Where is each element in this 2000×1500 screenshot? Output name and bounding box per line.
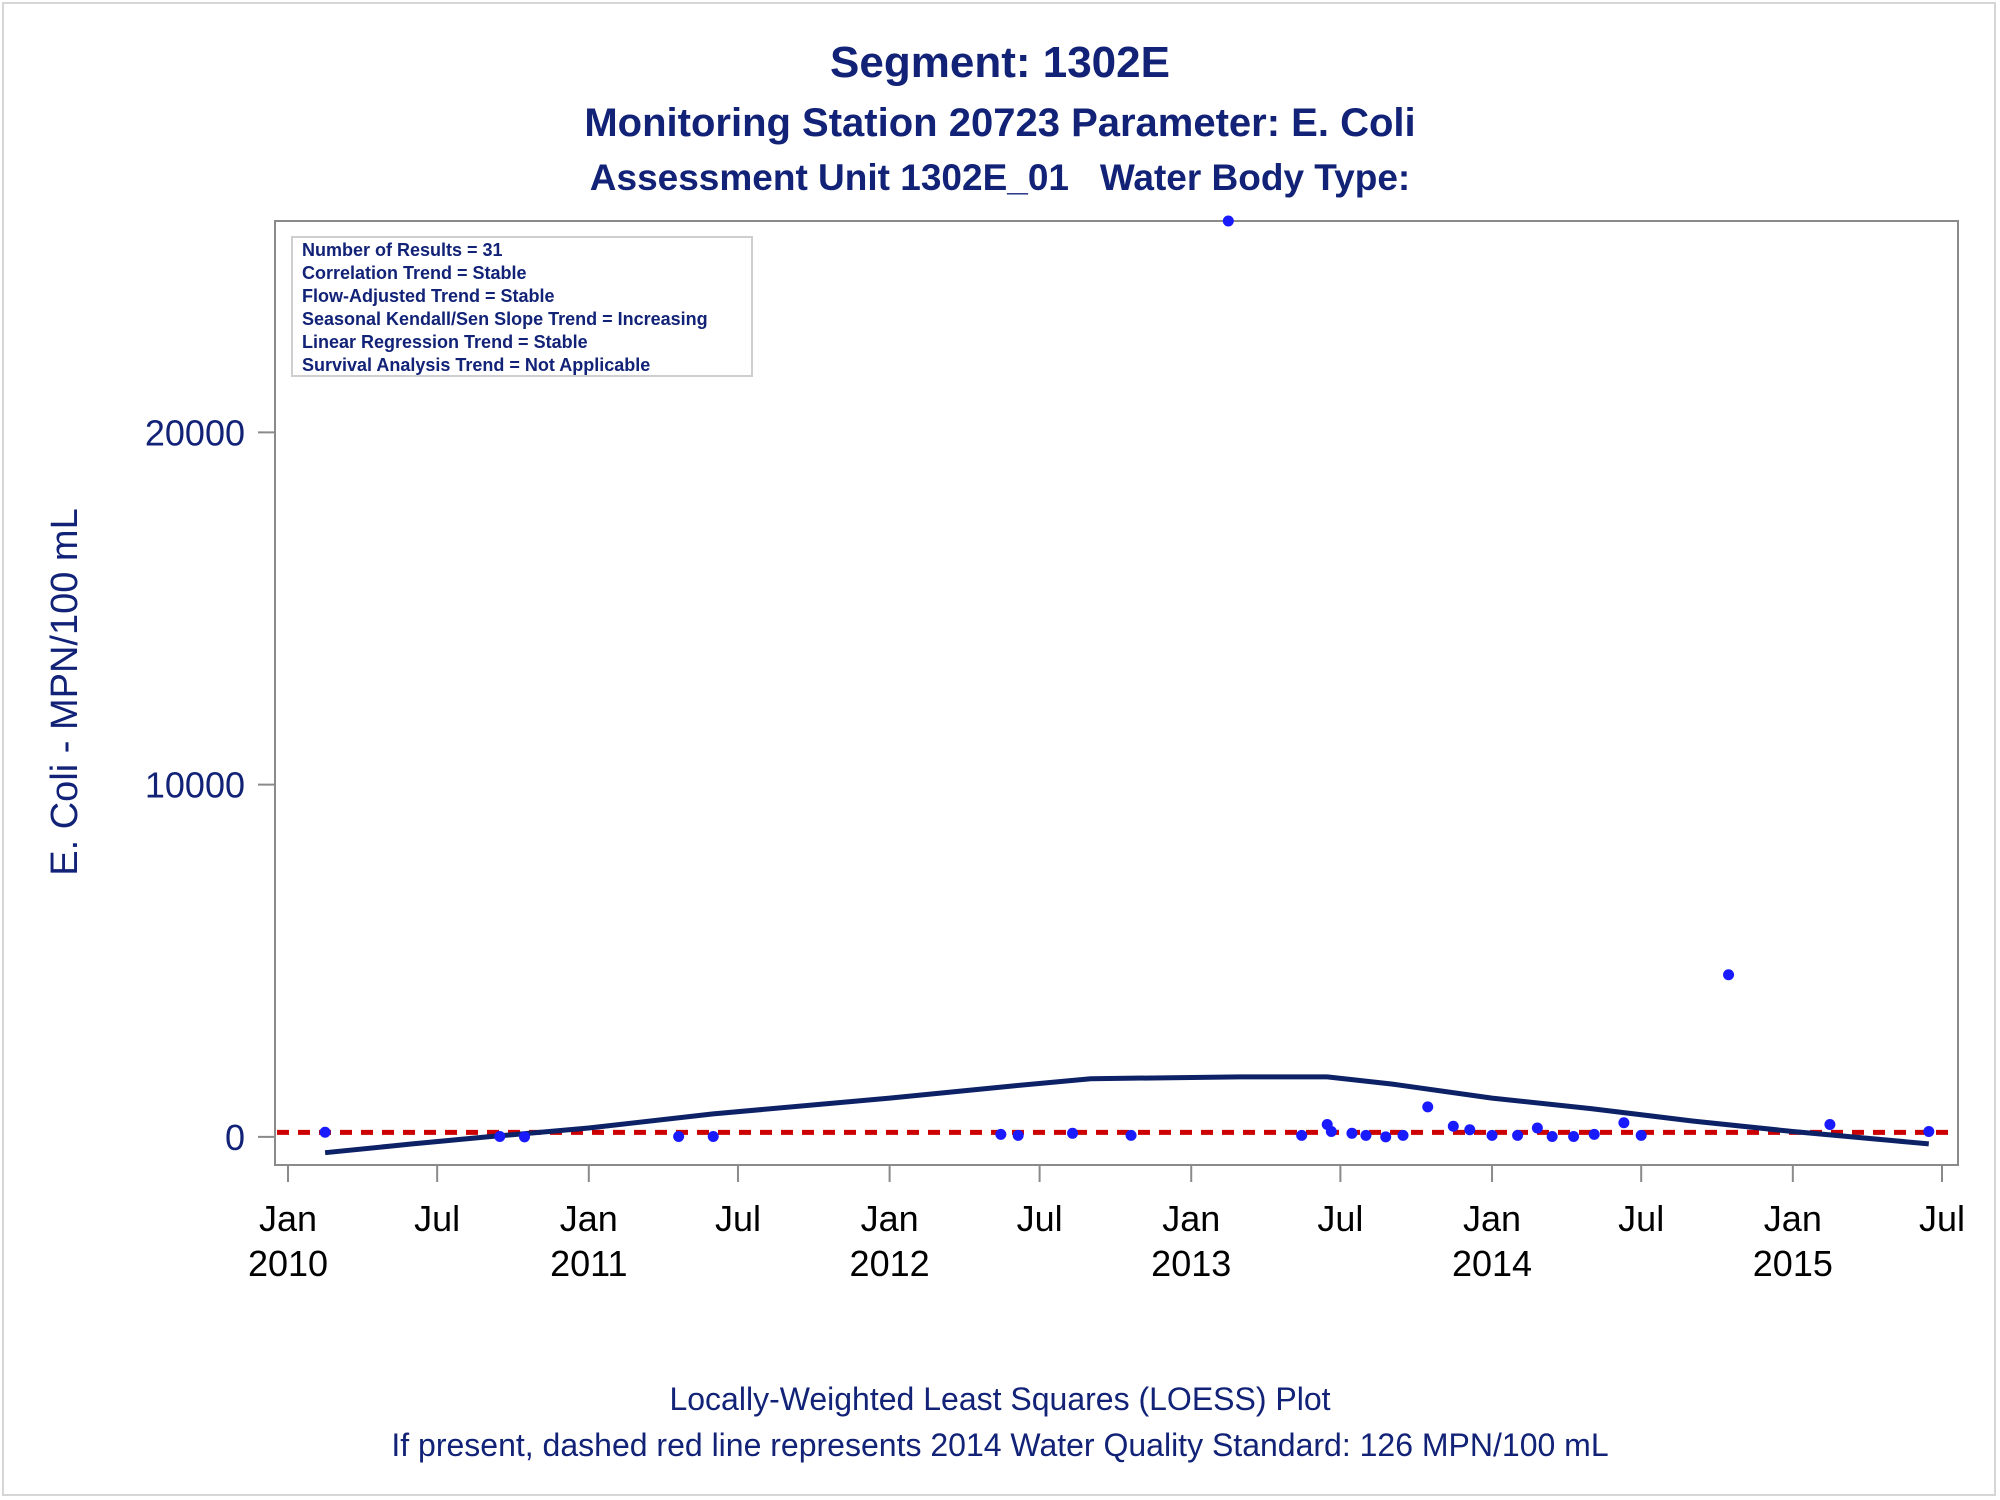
data-point [1588, 1128, 1600, 1140]
data-point [1222, 215, 1234, 227]
footnote-2: If present, dashed red line represents 2… [391, 1427, 1609, 1463]
data-point [1397, 1129, 1409, 1141]
data-point [1346, 1127, 1358, 1139]
data-point [1531, 1122, 1543, 1134]
data-point [1380, 1131, 1392, 1143]
x-tick-year-label: 2014 [1452, 1243, 1532, 1284]
data-point [1360, 1129, 1372, 1141]
data-point [1723, 969, 1735, 981]
legend-line: Correlation Trend = Stable [302, 263, 527, 283]
data-point [1824, 1118, 1836, 1130]
data-point [1512, 1129, 1524, 1141]
x-tick-year-label: 2011 [550, 1243, 627, 1284]
data-point [1635, 1129, 1647, 1141]
footnote-1: Locally-Weighted Least Squares (LOESS) P… [669, 1381, 1331, 1417]
x-tick-label: Jan [1764, 1198, 1822, 1239]
data-point [1447, 1120, 1459, 1132]
data-point [1125, 1129, 1137, 1141]
x-tick-label: Jul [1618, 1198, 1664, 1239]
x-tick-label: Jul [414, 1198, 460, 1239]
x-tick-label: Jul [715, 1198, 761, 1239]
data-point [1568, 1130, 1580, 1142]
legend-line: Survival Analysis Trend = Not Applicable [302, 355, 651, 375]
x-tick-label: Jul [1919, 1198, 1965, 1239]
data-point [1546, 1130, 1558, 1142]
data-point [494, 1130, 506, 1142]
x-tick-label: Jan [259, 1198, 317, 1239]
y-tick-label: 20000 [145, 412, 245, 453]
data-point [673, 1130, 685, 1142]
x-tick-label: Jan [560, 1198, 618, 1239]
legend-line: Flow-Adjusted Trend = Stable [302, 286, 555, 306]
x-tick-year-label: 2010 [248, 1243, 328, 1284]
trend-legend: Number of Results = 31 Correlation Trend… [291, 236, 753, 377]
y-tick-label: 10000 [145, 765, 245, 806]
plot-area-border [274, 220, 1959, 1166]
loess-layer [324, 1074, 1930, 1156]
data-point [1464, 1124, 1476, 1136]
x-tick-year-label: 2012 [850, 1243, 930, 1284]
x-tick-label: Jul [1017, 1198, 1063, 1239]
data-point [995, 1128, 1007, 1140]
loess-curve [324, 1074, 1930, 1156]
points-layer [319, 215, 1935, 1143]
chart-subtitle: Monitoring Station 20723 Parameter: E. C… [584, 101, 1416, 145]
chart-title: Segment: 1302E [830, 38, 1170, 87]
x-tick-label: Jan [1463, 1198, 1521, 1239]
x-tick-year-label: 2013 [1151, 1243, 1231, 1284]
data-point [1296, 1129, 1308, 1141]
chart-subtitle-2: Assessment Unit 1302E_01 Water Body Type… [589, 157, 1411, 198]
data-point [1325, 1126, 1337, 1138]
legend-line: Seasonal Kendall/Sen Slope Trend = Incre… [302, 309, 708, 329]
y-tick-label: 0 [225, 1117, 245, 1158]
x-tick-label: Jan [861, 1198, 919, 1239]
data-point [1422, 1101, 1434, 1113]
data-point [319, 1126, 331, 1138]
legend-line: Linear Regression Trend = Stable [302, 332, 588, 352]
data-point [1923, 1126, 1935, 1138]
data-point [1067, 1127, 1079, 1139]
y-axis-label: E. Coli - MPN/100 mL [44, 508, 86, 875]
x-tick-year-label: 2015 [1753, 1243, 1833, 1284]
data-point [707, 1130, 719, 1142]
x-tick-label: Jan [1162, 1198, 1220, 1239]
x-tick-label: Jul [1317, 1198, 1363, 1239]
data-point [519, 1131, 531, 1143]
data-point [1618, 1117, 1630, 1129]
data-point [1012, 1129, 1024, 1141]
legend-line: Number of Results = 31 [302, 240, 503, 260]
data-point [1486, 1129, 1498, 1141]
